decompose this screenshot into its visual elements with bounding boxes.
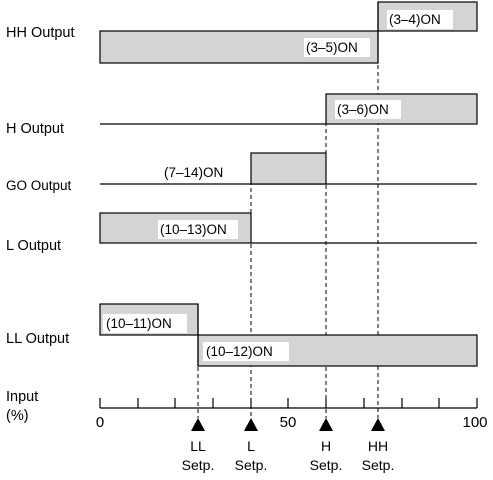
hh-off-label-bg: [304, 38, 370, 57]
l-setpoint-name: L: [247, 438, 255, 454]
l-output-label: L Output: [6, 238, 61, 254]
input-axis: Input (%) 0 50 100: [6, 389, 488, 431]
hh-on-label: (3–4)ON: [389, 12, 441, 27]
l-setpoint-triangle-icon: [244, 418, 258, 431]
axis-tick-label-100: 100: [462, 414, 487, 431]
axis-tick-label-50: 50: [280, 414, 297, 431]
ll-setpoint-name: LL: [190, 438, 206, 454]
l-output-row: L Output (10–13)ON: [6, 212, 477, 254]
h-setpoint-name: H: [321, 438, 331, 454]
setpoint-markers: LL Setp. L Setp. H Setp. HH Setp.: [182, 418, 395, 473]
h-output-label: H Output: [6, 121, 64, 137]
hh-setpoint-sub: Setp.: [362, 457, 395, 473]
hh-output-label: HH Output: [6, 25, 75, 41]
hh-setpoint-name: HH: [368, 438, 388, 454]
axis-ticks: [99, 398, 478, 408]
hh-on-label-bg: [387, 10, 453, 29]
ll-output-label: LL Output: [6, 331, 69, 347]
hh-off-label: (3–5)ON: [306, 40, 358, 55]
go-on-band: [250, 152, 327, 185]
ll-setpoint-triangle-icon: [191, 418, 205, 431]
l-on-label: (10–13)ON: [160, 222, 227, 237]
axis-label-input: Input: [6, 389, 38, 405]
ll-off-label: (10–12)ON: [206, 344, 273, 359]
go-output-row: GO Output (7–14)ON: [6, 152, 477, 193]
hh-setpoint-triangle-icon: [371, 418, 385, 431]
ll-on-label-bg: [103, 314, 187, 333]
h-setpoint-triangle-icon: [319, 418, 333, 431]
ll-off-label-bg: [203, 342, 289, 361]
ll-setpoint-sub: Setp.: [182, 457, 215, 473]
axis-label-unit: (%): [6, 408, 29, 424]
axis-tick-label-0: 0: [96, 414, 104, 431]
go-output-label: GO Output: [6, 178, 72, 193]
hh-output-row: HH Output (3–4)ON (3–5)ON: [6, 1, 478, 64]
h-setpoint-sub: Setp.: [310, 457, 343, 473]
ll-on-label: (10–11)ON: [106, 316, 172, 331]
h-on-label-bg: [335, 100, 401, 119]
go-on-label: (7–14)ON: [164, 165, 223, 180]
l-on-label-bg: [158, 220, 238, 239]
h-on-label: (3–6)ON: [337, 102, 389, 117]
h-output-row: H Output (3–6)ON: [6, 93, 478, 137]
l-setpoint-sub: Setp.: [235, 457, 268, 473]
ll-output-row: LL Output (10–11)ON (10–12)ON: [6, 303, 478, 367]
